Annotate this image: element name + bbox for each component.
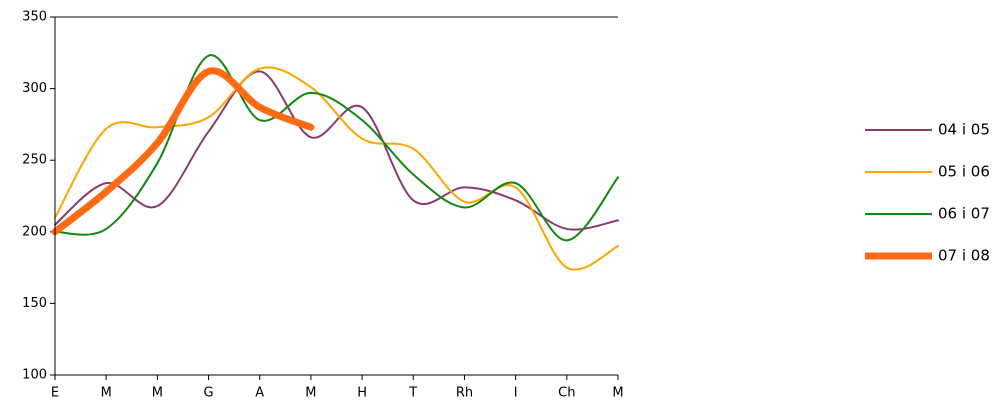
series-line: [54, 66, 619, 271]
legend: 04 i 05 05 i 06 06 i 07 07 i 08: [865, 121, 990, 265]
legend-label: 04 i 05: [938, 121, 990, 139]
x-tick-label: Rh: [456, 386, 473, 401]
x-tick-label: E: [51, 386, 59, 401]
x-tick-label: I: [514, 386, 518, 401]
x-tick-label: Ch: [558, 386, 575, 401]
x-tick-label: A: [255, 386, 264, 401]
x-tick-label: M: [152, 386, 163, 401]
y-tick-label: 300: [22, 81, 47, 96]
legend-label: 05 i 06: [938, 163, 990, 181]
y-tick-label: 250: [22, 153, 47, 168]
y-tick-label: 150: [22, 296, 47, 311]
series-line: [51, 67, 315, 236]
y-tick-label: 200: [22, 224, 47, 239]
x-tick-label: H: [357, 386, 367, 401]
y-tick-label: 350: [22, 10, 47, 25]
x-tick-label: M: [305, 386, 316, 401]
x-tick-label: G: [204, 386, 214, 401]
x-tick-label: T: [408, 386, 417, 401]
x-tick-label: M: [101, 386, 112, 401]
legend-label: 07 i 08: [938, 247, 990, 265]
series-line: [54, 70, 619, 231]
legend-label: 06 i 07: [938, 205, 990, 223]
series-line: [54, 54, 619, 242]
x-tick-label: M: [612, 386, 623, 401]
y-tick-label: 100: [22, 368, 47, 383]
